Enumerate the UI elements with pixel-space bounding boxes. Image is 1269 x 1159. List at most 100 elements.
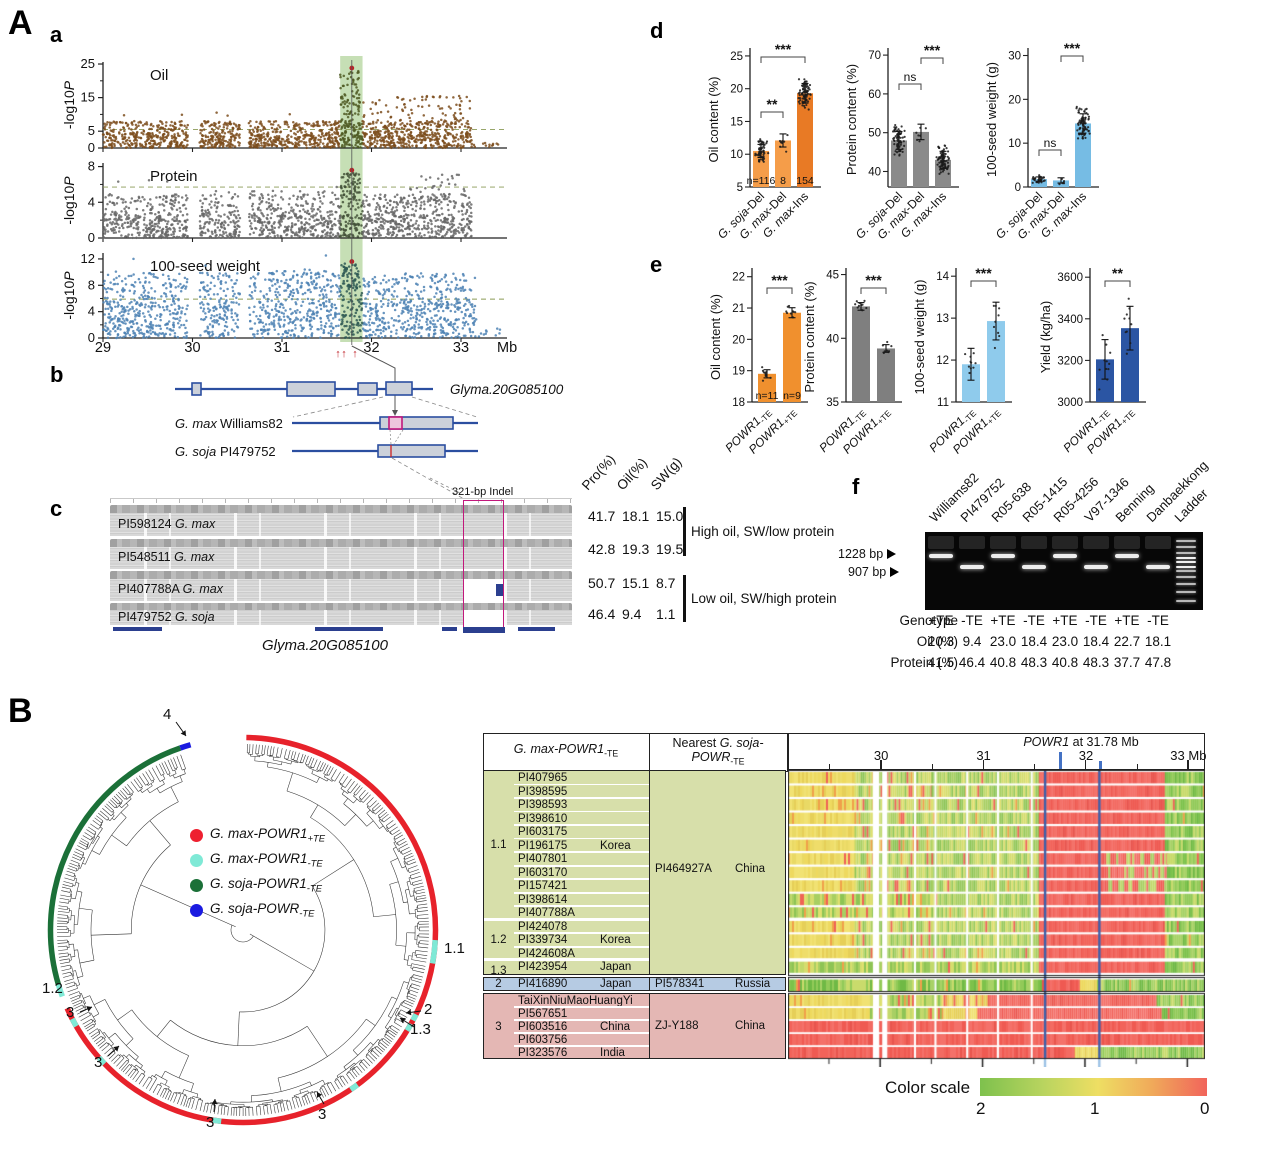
x-axis-unit: Mb (497, 340, 517, 356)
n-count-label: 154 (796, 175, 814, 187)
significance-label: *** (771, 272, 788, 288)
legend-item: G. max-POWR1+TE (190, 826, 325, 845)
ladder-band (1176, 556, 1196, 559)
gel-table-value: 9.4 (962, 634, 982, 649)
arrow-right-icon (890, 567, 900, 577)
accession-id: PI416890 (518, 978, 568, 990)
legend-dot-icon (190, 878, 203, 892)
ladder-band (1176, 565, 1196, 568)
ladder-band (1176, 600, 1196, 603)
table-header-gmax: G. max-POWR1-TE (513, 742, 619, 759)
tree-clade-annotation: 3 (66, 1004, 75, 1021)
country-label: Japan (600, 978, 632, 990)
phenotype-value-sw: 15.0 (656, 508, 684, 524)
accession-id: PI157421 (518, 880, 568, 893)
accession-id: PI407801 (518, 853, 568, 866)
y-tick-label: 5 (88, 123, 95, 138)
gel-well-smear (928, 536, 954, 549)
axis-tick-label: 33 Mb (1170, 748, 1207, 763)
indel-label: 321-bp Indel (452, 486, 514, 498)
y-tick-label: 14 (936, 271, 949, 283)
axis-minor-tick (1136, 764, 1138, 769)
x-tick-label: 29 (95, 340, 111, 356)
x-tick-label: 32 (363, 340, 379, 356)
ladder-band (1176, 561, 1196, 564)
nearest-country: China (735, 863, 766, 875)
y-axis-title: Oil content (%) (708, 294, 723, 380)
phenotype-value-pro: 50.7 (588, 575, 616, 591)
table-divider (649, 977, 650, 991)
y-tick-label: 30 (1008, 51, 1021, 63)
gel-well-smear (1083, 536, 1109, 549)
color-scale-label: Color scale (885, 1078, 971, 1097)
gel-table-value: +TE (1052, 613, 1078, 628)
x-category-label: G. max-Ins (760, 189, 811, 240)
igv-alignment-panel: PI598124 G. max PI548511 G. max PI407788A … (110, 498, 572, 658)
y-tick-label: 45 (826, 270, 839, 282)
gel-band-907 (1146, 565, 1170, 570)
y-tick-label: 70 (868, 50, 881, 62)
y-tick-label: 20 (1008, 94, 1021, 106)
x-category-label: G. max-Del (736, 189, 789, 242)
panel-label-c: c (50, 496, 63, 521)
gel-table-value: +TE (1114, 613, 1140, 628)
x-category-label: POWR1-TE (1060, 404, 1112, 456)
gel-well-smear (959, 536, 985, 549)
x-category-label: POWR1+TE (950, 404, 1004, 458)
phenotype-value-pro: 46.4 (588, 606, 616, 622)
y-tick-label: 4 (88, 194, 95, 209)
x-category-label: G. soja-Del (993, 189, 1045, 241)
significance-label: ns (904, 70, 917, 84)
accession-id: PI398614 (518, 893, 568, 906)
significance-label: *** (975, 265, 992, 281)
phenotype-value-sw: 1.1 (656, 606, 676, 622)
x-category-label: G. max-Del (874, 189, 927, 242)
tree-clade-annotation: 3 (206, 1114, 215, 1131)
accession-id: PI398610 (518, 812, 568, 825)
n-count-label: n=9 (783, 390, 801, 402)
legend-dot-icon (190, 903, 203, 917)
country-label: China (600, 1021, 631, 1033)
y-tick-label: 3400 (1057, 314, 1083, 326)
igv-gene-label: Glyma.20G085100 (262, 637, 388, 654)
gel-table-value: 48.3 (1020, 655, 1048, 670)
panel-label-d: d (650, 18, 664, 43)
x-tick-label: 33 (453, 340, 469, 356)
y-tick-label: 12 (81, 251, 95, 266)
table-header-nearest: Nearest G. soja- POWR-TE (672, 736, 764, 767)
bracket-high-oil (683, 507, 686, 556)
gel-table-value: 48.3 (1082, 655, 1110, 670)
y-axis-title: Oil content (%) (706, 77, 721, 163)
table-divider (649, 770, 650, 975)
gel-table-value: -TE (961, 613, 983, 628)
y-tick-label: 15 (730, 116, 743, 128)
x-tick-label: 31 (274, 340, 290, 356)
nearest-acc: PI578341 (655, 978, 705, 990)
tree-clade-annotation: 3 (318, 1106, 327, 1123)
igv-track-label: PI598124 G. max (118, 516, 216, 531)
country-label: Japan (600, 961, 632, 974)
x-category-label: POWR1-TE (926, 404, 978, 456)
phenotype-value-oil: 15.1 (622, 575, 650, 591)
group-id: 2 (495, 978, 502, 990)
y-tick-label: 25 (730, 51, 743, 63)
igv-col-header-oil: Oil(%) (613, 455, 651, 493)
axis-tick-label: 31 (976, 748, 991, 763)
group-id: 1.3 (490, 965, 507, 977)
y-axis-title: -log10P (61, 80, 77, 129)
y-tick-label: 20 (732, 334, 745, 346)
x-category-label: POWR1+TE (840, 404, 894, 458)
phenotype-value-oil: 18.1 (622, 508, 650, 524)
heatmap-header: 30 31 32 33 Mb POWR1 at 31.78 Mb (788, 733, 1207, 770)
panel-label-b: b (50, 362, 64, 387)
y-axis-title: 100-seed weight (g) (984, 62, 999, 177)
group-id: 1.2 (490, 934, 507, 946)
plot-title: 100-seed weight (150, 258, 261, 275)
ladder-band (1176, 576, 1196, 579)
tree-clade-annotation: 1.1 (444, 940, 465, 957)
significance-label: *** (865, 272, 882, 288)
phenotype-value-sw: 8.7 (656, 575, 676, 591)
color-scale-tick-0: 0 (1200, 1099, 1210, 1118)
x-category-label: G. max-Del (1014, 189, 1067, 242)
color-scale-tick-2: 2 (976, 1099, 986, 1118)
